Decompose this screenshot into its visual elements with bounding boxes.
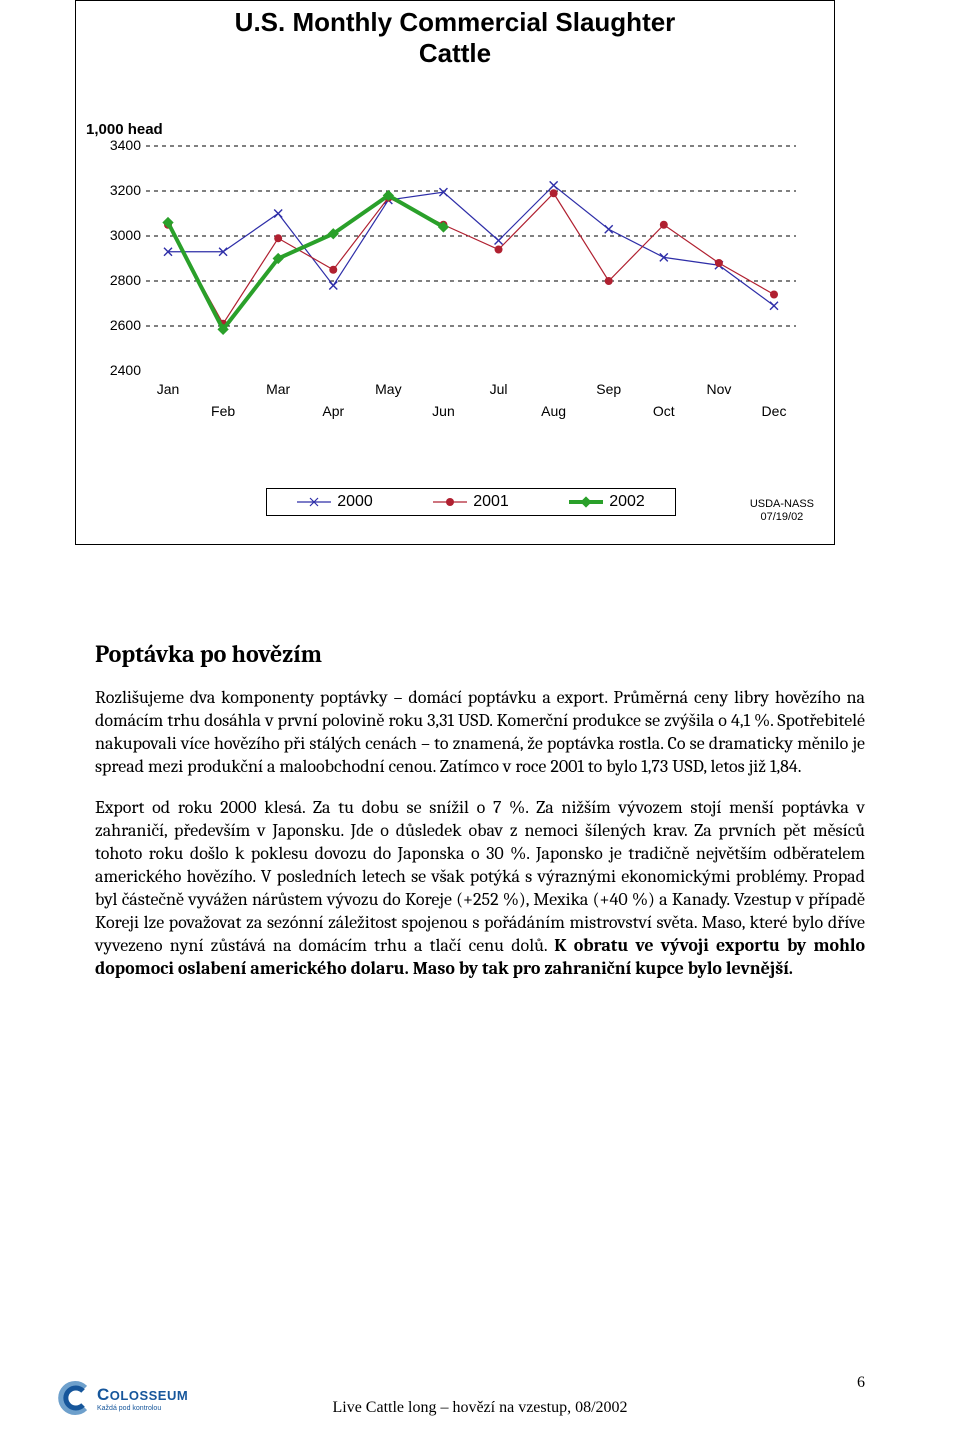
legend-item-2002: 2002 xyxy=(569,493,645,511)
page-number: 6 xyxy=(857,1374,865,1392)
x-tick-label: Aug xyxy=(524,403,584,419)
x-tick-label: Jun xyxy=(413,403,473,419)
legend-label-2001: 2001 xyxy=(473,493,509,511)
x-tick-label: Apr xyxy=(303,403,363,419)
para2-normal: Export od roku 2000 klesá. Za tu dobu se… xyxy=(95,797,865,956)
x-tick-label: Mar xyxy=(248,381,308,397)
y-tick-label: 3200 xyxy=(96,182,141,198)
x-tick-label: May xyxy=(358,381,418,397)
y-tick-label: 2400 xyxy=(96,362,141,378)
paragraph-2: Export od roku 2000 klesá. Za tu dobu se… xyxy=(95,796,865,980)
x-tick-label: Feb xyxy=(193,403,253,419)
plot-area: 240026002800300032003400JanFebMarAprMayJ… xyxy=(146,146,796,371)
chart-title-line2: Cattle xyxy=(76,38,834,69)
slaughter-chart: U.S. Monthly Commercial Slaughter Cattle… xyxy=(75,0,835,545)
chart-legend: 2000 2001 2002 xyxy=(266,488,676,516)
x-tick-label: Oct xyxy=(634,403,694,419)
paragraph-1: Rozlišujeme dva komponenty poptávky – do… xyxy=(95,686,865,778)
x-tick-label: Jul xyxy=(469,381,529,397)
chart-title-line1: U.S. Monthly Commercial Slaughter xyxy=(76,7,834,38)
body-text: Poptávka po hovězím Rozlišujeme dva komp… xyxy=(95,640,865,998)
y-tick-label: 2600 xyxy=(96,317,141,333)
legend-label-2002: 2002 xyxy=(609,493,645,511)
y-tick-label: 3000 xyxy=(96,227,141,243)
legend-label-2000: 2000 xyxy=(337,493,373,511)
chart-source: USDA-NASS 07/19/02 xyxy=(750,498,814,524)
footer-text: Live Cattle long – hovězí na vzestup, 08… xyxy=(0,1399,960,1417)
x-tick-label: Sep xyxy=(579,381,639,397)
x-tick-label: Nov xyxy=(689,381,749,397)
source-line2: 07/19/02 xyxy=(750,511,814,524)
y-axis-title: 1,000 head xyxy=(86,121,163,138)
legend-item-2001: 2001 xyxy=(433,493,509,511)
x-tick-label: Dec xyxy=(744,403,804,419)
x-tick-label: Jan xyxy=(138,381,198,397)
page-footer: Live Cattle long – hovězí na vzestup, 08… xyxy=(0,1399,960,1417)
y-tick-label: 2800 xyxy=(96,272,141,288)
source-line1: USDA-NASS xyxy=(750,498,814,511)
section-heading: Poptávka po hovězím xyxy=(95,640,865,668)
y-tick-label: 3400 xyxy=(96,137,141,153)
legend-item-2000: 2000 xyxy=(297,493,373,511)
